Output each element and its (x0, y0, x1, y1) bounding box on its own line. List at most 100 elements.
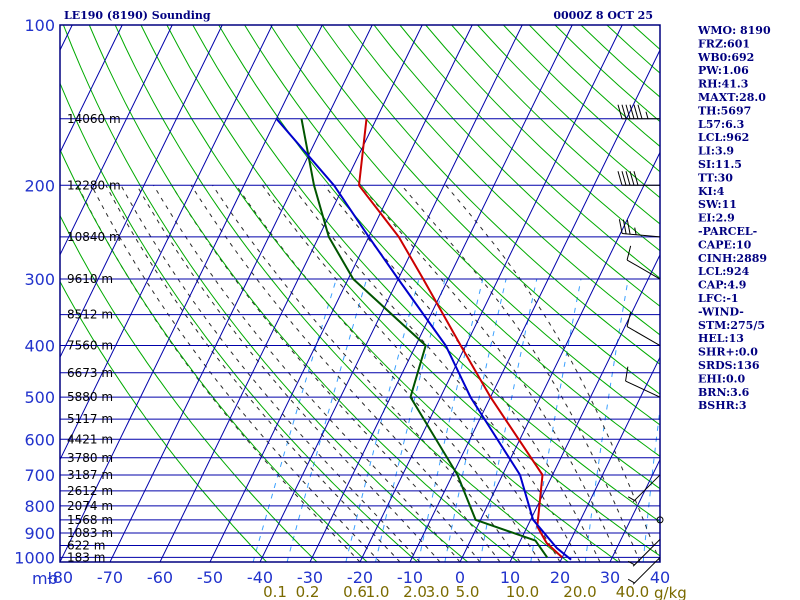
wind-barb-staff (626, 259, 661, 280)
mixing-ratio-line (417, 278, 484, 562)
profile-lines (275, 118, 572, 561)
moist-adiabat (212, 185, 521, 562)
height-label: 12280 m (67, 178, 121, 192)
isotherm-line (60, 25, 173, 256)
height-label: 2074 m (67, 499, 113, 513)
isotherm-line (209, 25, 473, 562)
wind-barb (626, 312, 661, 346)
wind-barb-flag (637, 104, 643, 119)
dry-adiabat (244, 25, 660, 457)
moist-adiabat (91, 185, 381, 562)
index-item: WB0:692 (697, 51, 754, 64)
chart-time: 0000Z 8 OCT 25 (553, 9, 653, 22)
wind-barbs (617, 104, 664, 585)
wind-barb (627, 474, 661, 503)
index-item: LCL:924 (698, 265, 750, 278)
mixing-ratio-line (530, 278, 582, 562)
temperature-tick-label: -20 (347, 568, 373, 587)
index-item: HEL:13 (698, 332, 744, 345)
index-item: LI:3.9 (698, 145, 734, 158)
dry-adiabat (192, 25, 660, 523)
dry-adiabat (60, 214, 318, 562)
dry-adiabat (321, 25, 660, 365)
pressure-tick-label: 300 (24, 270, 55, 289)
wind-barb-half-flag (627, 560, 635, 566)
dry-adiabat (270, 25, 660, 426)
wind-barb-flag (626, 245, 632, 261)
index-item: CINH:2889 (698, 252, 767, 265)
dry-adiabat (347, 25, 660, 336)
wind-barb-half-flag (627, 496, 635, 501)
height-label: 9610 m (67, 272, 113, 286)
moist-adiabat (323, 184, 601, 562)
pressure-tick-label: 700 (24, 466, 55, 485)
wind-barb-flag (621, 104, 627, 119)
height-label: 1568 m (67, 513, 113, 527)
mixing-ratio-label: 2.0 (403, 583, 427, 600)
wind-barb-staff (632, 557, 661, 585)
index-item: EI:2.9 (698, 212, 735, 225)
height-label: 2612 m (67, 484, 113, 498)
temperature-tick-label: -70 (97, 568, 123, 587)
isotherm-line (309, 25, 573, 562)
mixing-ratio-line (584, 278, 629, 562)
wind-barb-staff (632, 539, 661, 567)
mixing-ratio-label: 40.0 (616, 583, 649, 600)
height-labels: 14060 m 12280 m 10840 m 9610 m 8512 m 7560 m 6… (67, 112, 121, 565)
index-item: -PARCEL- (698, 225, 757, 238)
dewpoint-line (300, 118, 549, 558)
dry-adiabats (60, 25, 660, 562)
wind-barb-half-flag (634, 227, 637, 235)
dry-adiabat (295, 25, 660, 395)
height-label: 10840 m (67, 230, 121, 244)
dry-adiabat (399, 25, 660, 279)
dry-adiabat (62, 25, 469, 562)
index-item: RH:41.3 (698, 78, 748, 91)
wind-barb-flag (625, 104, 631, 119)
height-label: 7560 m (67, 339, 113, 353)
index-item: TH:5697 (698, 104, 751, 117)
wind-barb-flag (629, 171, 635, 186)
dry-adiabat (88, 25, 519, 562)
temperature-tick-label: 40 (650, 568, 670, 587)
dry-adiabat (140, 25, 619, 562)
mixing-ratio-labels: 0.1 0.2 0.61.0 2.03.0 5.0 10.0 20.0 40.0 (263, 583, 649, 600)
wind-barb-flag (625, 366, 629, 382)
index-item: BSHR:3 (698, 399, 747, 412)
mixing-ratio-label: 0.1 (263, 583, 287, 600)
wind-barb-staff (625, 380, 661, 398)
index-item: LFC:-1 (698, 292, 739, 305)
parcel-line (275, 118, 572, 561)
isotherm-line (359, 25, 623, 562)
height-label: 3780 m (67, 451, 113, 465)
moist-adiabat (445, 184, 660, 562)
index-item: SI:11.5 (698, 158, 742, 171)
temperature-tick-label: -80 (47, 568, 73, 587)
isotherm-line (159, 25, 423, 562)
dry-adiabat (218, 25, 660, 490)
index-item: PW:1.06 (698, 64, 749, 77)
pressure-tick-label: 100 (24, 16, 55, 35)
height-label: 8512 m (67, 308, 113, 322)
pressure-axis: 100 200 300 400 500 600 700 800 900 1000 (14, 16, 55, 567)
wind-barb-flag (625, 171, 631, 186)
dry-adiabat (60, 81, 418, 562)
wind-barb-flag (626, 312, 632, 327)
wind-barb-half-flag (645, 111, 649, 119)
index-item: CAP:4.9 (698, 279, 746, 292)
moist-adiabat (235, 185, 541, 562)
moist-adiabat (190, 185, 501, 562)
index-item: L57:6.3 (698, 118, 744, 131)
wind-barb-flag (618, 219, 623, 234)
moist-adiabat (105, 185, 401, 562)
mixing-ratio-label: 20.0 (563, 583, 596, 600)
temperature-line (357, 118, 563, 559)
mixing-ratio-line (642, 405, 660, 562)
temperature-tick-label: 10 (500, 568, 520, 587)
mixing-ratio-label: 0.2 (296, 583, 320, 600)
height-label: 5117 m (67, 412, 113, 426)
moist-adiabat (120, 185, 421, 562)
isotherm-line (609, 458, 660, 562)
